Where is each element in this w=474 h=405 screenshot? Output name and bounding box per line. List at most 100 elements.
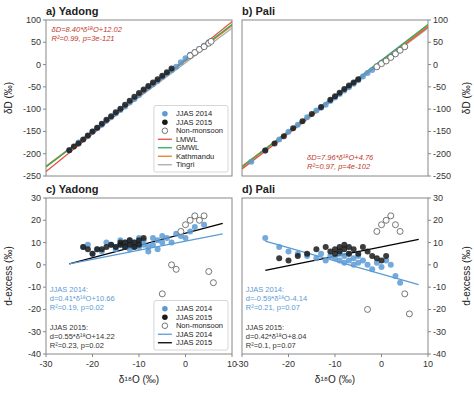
plot-frame [242, 198, 428, 354]
scatter-point [80, 136, 86, 142]
scatter-point [313, 255, 319, 261]
scatter-point [90, 251, 96, 257]
y-tick [428, 287, 431, 288]
scatter-point [169, 262, 175, 268]
scatter-point [323, 244, 329, 250]
y-tick-label: -40 [28, 349, 41, 359]
scatter-point [360, 244, 366, 250]
y-tick [43, 309, 46, 310]
y-tick [428, 176, 431, 177]
y-tick [428, 198, 431, 199]
title: d) Pali [242, 183, 275, 195]
x-tick-label: -30 [39, 359, 52, 369]
annotation-line: R²=0.99, p=3e-121 [52, 34, 115, 43]
fit-line [265, 239, 418, 270]
y-tick-label: -250 [433, 171, 451, 181]
y-tick [43, 131, 46, 132]
x-tick [232, 354, 233, 357]
y-tick [428, 42, 431, 43]
title: c) Yadong [46, 183, 98, 195]
panel: -40-30-20-100102030-30-20-10010δ¹⁸O (‰)d… [235, 183, 472, 385]
scatter-point [392, 273, 398, 279]
annotation: δD=8.40*δ¹⁸O+12.02R²=0.99, p=3e-121 [52, 25, 123, 43]
y-tick-label: -100 [23, 104, 41, 114]
scatter-point [99, 121, 105, 127]
annotation-line: JJAS 2014: [246, 285, 284, 294]
annotation: δD=7.96*δ¹⁸O+4.76R²=0.97, p=4e-102 [307, 153, 374, 171]
y-tick-label: 100 [26, 15, 41, 25]
scatter-point [201, 213, 207, 219]
plot-frame [46, 20, 232, 176]
scatter-point [397, 280, 403, 286]
scatter-point [276, 244, 282, 250]
y-tick-label: 50 [433, 37, 443, 47]
legend-handle [162, 323, 168, 329]
scatter-point [402, 291, 408, 297]
y-tick [43, 153, 46, 154]
scatter-point [286, 257, 292, 263]
fit-line [69, 223, 222, 263]
scatter-point [272, 140, 278, 146]
scatter-point [208, 38, 214, 44]
scatter-point [94, 125, 100, 131]
legend-handle [162, 314, 168, 320]
scatter-point [318, 105, 324, 111]
y-tick [428, 309, 431, 310]
scatter-point [276, 255, 282, 261]
annotation-line: d=-0.59*δ¹⁸O-4.14 [246, 294, 307, 303]
y-tick-label: -20 [433, 304, 446, 314]
plot-area [46, 22, 232, 172]
x-tick [381, 354, 382, 357]
x-tick [242, 354, 243, 357]
scatter-point [355, 76, 361, 82]
legend-handle [158, 147, 172, 148]
annotation-line: JJAS 2014: [50, 285, 88, 294]
scatter-point [383, 253, 389, 259]
scatter-point [201, 222, 207, 228]
annotation-line: d=0.42*δ¹⁸O+8.04 [246, 332, 307, 341]
panel: -40-30-20-100102030-30-20-10010δ¹⁸O (‰)d… [3, 183, 237, 385]
y-tick-label: -10 [433, 282, 446, 292]
y-tick [428, 131, 431, 132]
legend-handle [158, 342, 172, 343]
scatter-point [365, 262, 371, 268]
scatter-point [383, 217, 389, 223]
x-tick-label: -30 [235, 359, 248, 369]
scatter-point [196, 217, 202, 223]
legend: JJAS 2014JJAS 2015Non-monsoonJJAS 2014JJ… [154, 301, 228, 351]
scatter-point [402, 44, 408, 50]
y-tick [43, 220, 46, 221]
scatter-point [187, 228, 193, 234]
scatter-point [290, 125, 296, 131]
y-tick-label: -30 [433, 327, 446, 337]
annotation-line: d=0.55*δ¹⁸O+14.22 [50, 332, 115, 341]
plot-frame [242, 20, 428, 176]
y-tick [43, 64, 46, 65]
scatter-point [187, 217, 193, 223]
scatter-point [402, 44, 408, 50]
y-tick [43, 242, 46, 243]
annotation-line: δD=8.40*δ¹⁸O+12.02 [52, 25, 123, 34]
scatter-point [183, 222, 189, 228]
scatter-point [248, 159, 254, 165]
y-axis-label: d-excess (‰) [461, 246, 472, 305]
x-tick [92, 354, 93, 357]
scatter-point [183, 235, 189, 241]
scatter-point [369, 266, 375, 272]
fit-line [46, 22, 232, 172]
plot-area [242, 24, 428, 168]
y-tick [428, 109, 431, 110]
panel: -250-200-150-100-50050100δD (‰)a) Yadong… [3, 5, 232, 181]
y-tick-label: -150 [433, 126, 451, 136]
legend-label: Tingri [176, 160, 195, 169]
plot-area [69, 213, 222, 297]
y-tick-label: -50 [433, 82, 446, 92]
scatter-point [192, 224, 198, 230]
scatter-point [169, 240, 175, 246]
y-tick [43, 42, 46, 43]
annotation-line: R²=0.19, p=0.02 [50, 303, 104, 312]
y-tick-label: 0 [433, 60, 438, 70]
y-tick-label: 0 [36, 260, 41, 270]
x-tick-label: -10 [132, 359, 145, 369]
scatter-point [164, 235, 170, 241]
